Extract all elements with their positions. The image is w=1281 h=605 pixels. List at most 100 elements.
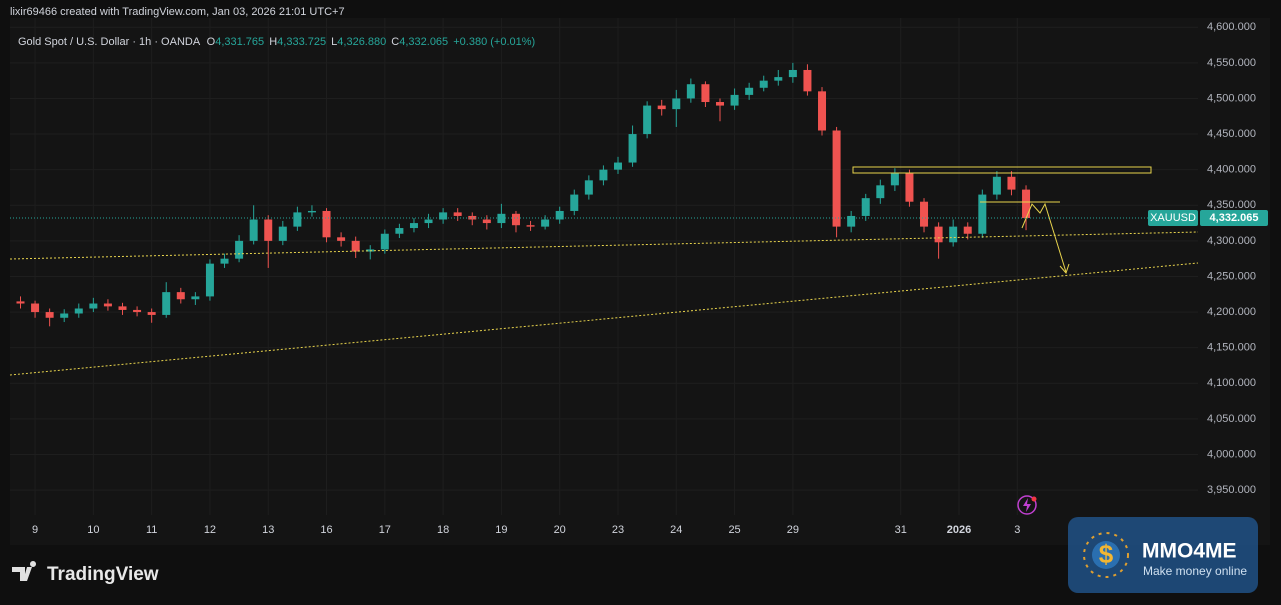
x-tick-label: 29 [787,524,799,536]
candle-body [395,228,404,234]
candle-body [103,303,112,307]
y-tick-label: 4,300.000 [1207,235,1256,247]
candle-body [205,263,214,297]
candle-body [847,215,856,227]
y-tick-label: 4,050.000 [1207,413,1256,425]
candle-body [351,240,360,252]
candle-body [628,134,637,163]
ohlc-label: L [331,36,337,48]
x-tick-label: 18 [437,524,449,536]
projection-path [1021,202,1067,273]
candle-body [803,69,812,92]
x-tick-label: 11 [146,524,157,536]
symbol-box [1148,210,1198,227]
candle-body [1007,176,1016,190]
x-tick-label: 25 [728,524,740,536]
x-tick-label: 2026 [947,524,971,536]
candle-body [439,212,448,220]
candle-body [220,258,229,264]
ohlc-value: 4,332.065 [399,36,448,48]
drawings [9,166,1199,376]
candle-body [337,237,346,241]
candle-body [599,169,608,181]
ohlc-value: 4,326.880 [337,36,386,48]
candle-body [788,69,797,78]
ohlc-label: H [269,36,277,48]
ohlc-value: 4,333.725 [277,36,326,48]
candle-body [453,212,462,216]
candle-body [526,225,535,227]
ohlc-label: C [391,36,399,48]
candle-body [191,296,200,300]
candle-body [992,176,1001,195]
brand[interactable]: TradingView [12,560,159,585]
candle-body [643,105,652,135]
y-tick-label: 4,400.000 [1207,164,1256,176]
candle-body [235,240,244,259]
watermark-coin [1092,541,1120,569]
candle-body [31,303,40,313]
candle-body [278,226,287,241]
y-tick-label: 4,100.000 [1207,377,1256,389]
candle-body [861,198,870,216]
candles [16,62,1031,327]
candle-body [716,102,725,106]
x-tick-label: 12 [204,524,216,536]
candle-body [497,213,506,224]
candle-body [905,173,914,202]
x-tick-label: 9 [32,524,38,536]
candle-body [978,194,987,234]
candle-body [949,226,958,243]
x-tick-label: 16 [320,524,332,536]
y-tick-label: 4,200.000 [1207,306,1256,318]
candle-body [249,219,258,241]
candle-body [264,219,273,241]
y-tick-label: 4,250.000 [1207,270,1256,282]
candle-body [74,308,83,314]
ohlc-value: 4,331.765 [215,36,264,48]
candle-body [307,210,316,213]
candle-body [147,312,156,315]
brand-name[interactable]: TradingView [47,564,159,585]
candle-body [133,309,142,313]
candle-body [730,94,739,106]
ohlc-label: O [207,36,216,48]
candle-body [613,162,622,170]
y-tick-label: 4,500.000 [1207,92,1256,104]
candle-body [818,91,827,131]
alert-bolt[interactable] [1023,498,1031,512]
alert-circle[interactable] [1017,495,1037,515]
legend: Gold Spot / U.S. Dollar · 1h · OANDA O4,… [18,36,535,48]
x-tick-label: 24 [670,524,682,536]
candle-body [541,219,550,227]
symbol: Gold Spot / U.S. Dollar · 1h · OANDA [18,36,201,48]
candle-body [322,210,331,238]
watermark: $ MMO4ME Make money online [1068,517,1258,593]
candle-body [60,313,69,318]
brand-logo[interactable] [12,560,37,581]
y-tick-label: 4,450.000 [1207,128,1256,140]
candle-body [409,223,418,229]
last-price-label: 4,332.065 [1210,212,1259,224]
alert-icon[interactable] [1017,495,1037,515]
x-tick-label: 23 [612,524,624,536]
price-box [1200,210,1268,227]
candle-body [701,84,710,103]
candle-body [759,80,768,88]
candle-body [920,201,929,227]
candle-body [511,213,520,226]
x-tick-label: 20 [554,524,566,536]
x-tick-label: 19 [495,524,507,536]
candle-body [89,303,98,309]
candle-body [482,219,491,224]
candle-body [16,301,25,304]
watermark-ring [1083,532,1129,578]
candle-body [293,212,302,227]
candle-body [672,98,681,110]
x-tick-label: 31 [895,524,907,536]
credit: lixir69466 created with TradingView.com,… [10,6,345,18]
candle-body [118,306,127,310]
y-tick-label: 4,350.000 [1207,199,1256,211]
alert-dot [1031,496,1037,502]
